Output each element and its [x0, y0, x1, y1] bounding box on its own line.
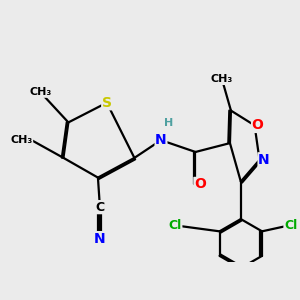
- Text: H: H: [164, 118, 173, 128]
- Text: O: O: [194, 178, 206, 191]
- Text: N: N: [94, 232, 106, 246]
- Text: C: C: [95, 201, 104, 214]
- Text: CH₃: CH₃: [211, 74, 233, 85]
- Text: O: O: [252, 118, 263, 132]
- Text: Cl: Cl: [284, 219, 297, 232]
- Text: N: N: [155, 133, 167, 147]
- Text: CH₃: CH₃: [11, 135, 33, 145]
- Text: N: N: [258, 153, 270, 167]
- Text: S: S: [102, 96, 112, 110]
- Text: CH₃: CH₃: [30, 87, 52, 97]
- Text: Cl: Cl: [169, 219, 182, 232]
